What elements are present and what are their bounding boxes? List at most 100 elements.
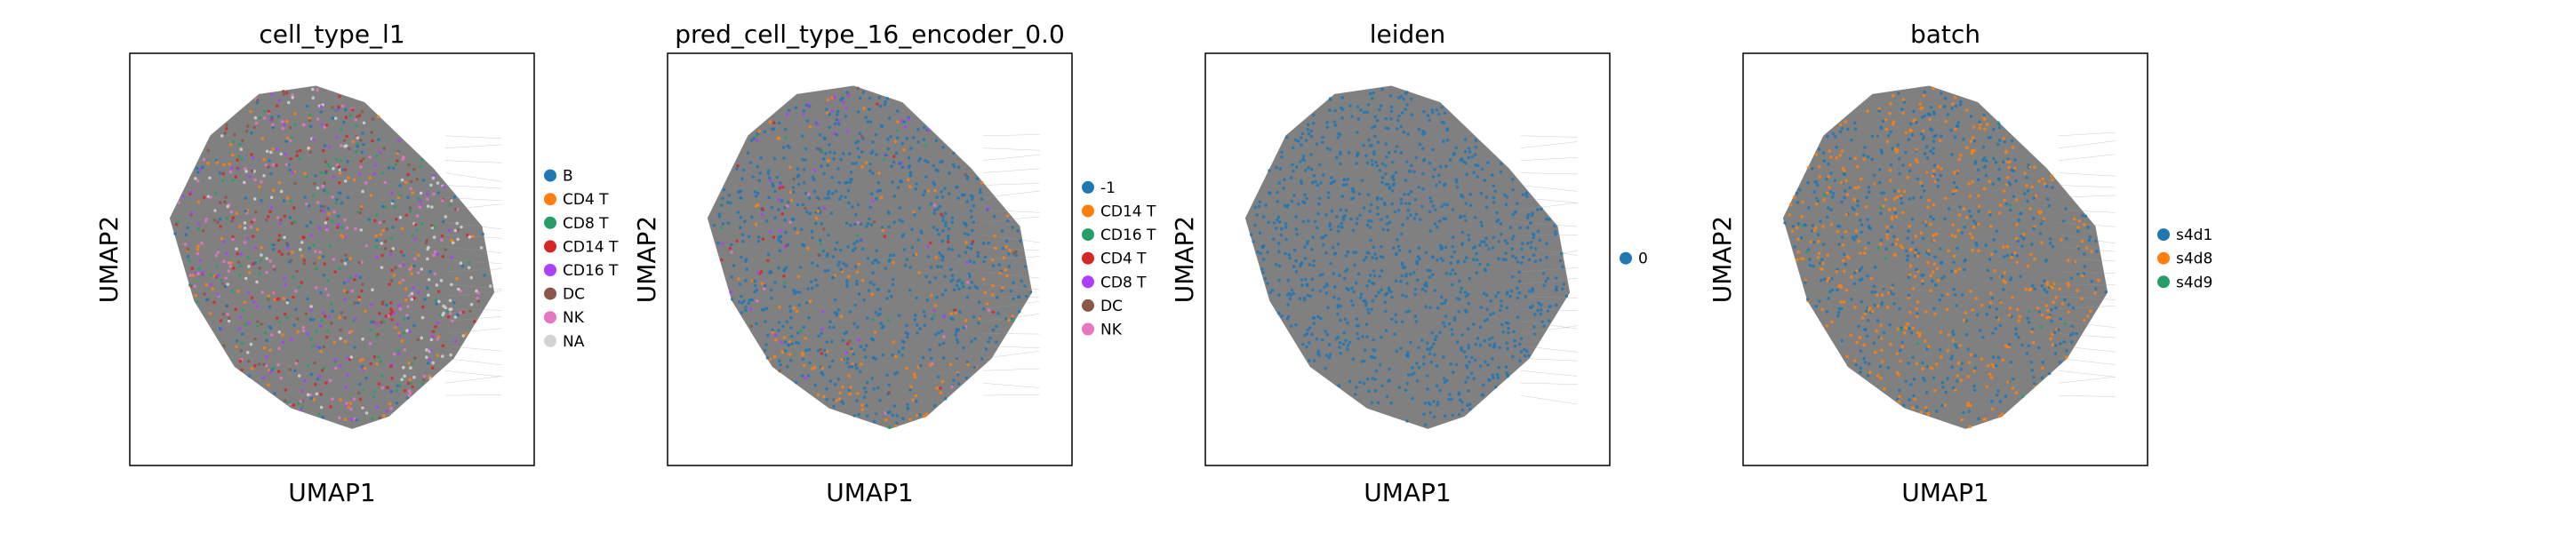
scatter-point (907, 117, 911, 121)
scatter-point (789, 334, 794, 338)
scatter-point (2027, 189, 2030, 193)
scatter-point (1838, 154, 1842, 157)
scatter-point (343, 107, 348, 112)
scatter-point (1491, 173, 1494, 177)
scatter-point (1338, 346, 1341, 349)
scatter-point (1340, 107, 1345, 111)
scatter-point (1001, 286, 1004, 290)
scatter-point (1830, 277, 1834, 281)
scatter-point (1960, 231, 1964, 235)
scatter-point (719, 226, 724, 230)
scatter-point (1407, 309, 1412, 314)
scatter-point (371, 417, 374, 421)
scatter-point (1396, 118, 1400, 123)
scatter-point (1978, 126, 1982, 131)
scatter-point (1809, 240, 1812, 244)
scatter-point (220, 134, 224, 138)
scatter-point (1919, 231, 1924, 235)
scatter-point (864, 161, 868, 164)
scatter-point (1393, 210, 1397, 214)
scatter-point (1306, 123, 1310, 127)
scatter-point (431, 361, 436, 365)
scatter-point (782, 285, 787, 289)
scatter-point (2007, 314, 2012, 317)
scatter-point (891, 353, 894, 357)
scatter-point (1473, 153, 1477, 156)
scatter-point (2020, 394, 2025, 399)
scatter-point (735, 167, 739, 171)
scatter-point (1982, 113, 1986, 117)
scatter-point (241, 308, 245, 313)
scatter-point (1900, 107, 1904, 111)
scatter-point (1305, 196, 1308, 201)
scatter-point (1537, 301, 1540, 306)
scatter-point (1859, 366, 1862, 370)
scatter-point (1311, 288, 1315, 292)
scatter-point (453, 339, 458, 343)
scatter-point (837, 397, 842, 402)
scatter-point (1915, 121, 1918, 124)
scatter-point (239, 264, 243, 268)
scatter-point (230, 289, 235, 293)
scatter-point (1368, 226, 1372, 229)
scatter-point (436, 252, 440, 257)
scatter-point (1875, 329, 1878, 333)
scatter-point (355, 115, 359, 119)
scatter-point (173, 232, 177, 235)
scatter-point (317, 346, 322, 350)
scatter-point (862, 386, 867, 390)
scatter-point (1367, 311, 1371, 315)
scatter-point (340, 168, 344, 171)
scatter-point (1859, 349, 1863, 353)
scatter-point (719, 203, 724, 207)
scatter-point (331, 195, 335, 199)
scatter-point (1923, 152, 1927, 155)
scatter-point (749, 215, 754, 219)
scatter-point (1523, 354, 1527, 358)
scatter-point (811, 261, 814, 265)
scatter-point (1296, 139, 1300, 143)
scatter-point (1448, 393, 1452, 396)
scatter-point (402, 365, 405, 370)
scatter-point (1926, 413, 1931, 417)
scatter-point (1852, 121, 1857, 125)
scatter-point (901, 233, 906, 236)
scatter-point (383, 180, 388, 185)
scatter-point (2044, 304, 2048, 307)
scatter-point (1284, 225, 1288, 229)
scatter-point (2097, 278, 2100, 282)
scatter-point (364, 309, 367, 314)
scatter-point (940, 195, 945, 199)
scatter-point (1374, 369, 1379, 373)
scatter-point (2050, 319, 2053, 323)
scatter-point (890, 164, 893, 168)
scatter-point (1996, 142, 2000, 147)
scatter-point (849, 178, 852, 181)
scatter-point (420, 305, 425, 309)
scatter-point (880, 226, 884, 229)
scatter-point (1508, 226, 1512, 229)
scatter-point (1339, 304, 1343, 308)
scatter-point (1489, 313, 1492, 317)
scatter-point (1977, 249, 1980, 253)
scatter-point (293, 112, 297, 115)
scatter-point (1916, 251, 1921, 256)
scatter-point (1420, 204, 1424, 209)
scatter-point (888, 253, 892, 258)
scatter-point (800, 374, 804, 378)
legend-marker (544, 169, 556, 182)
scatter-point (224, 195, 228, 199)
scatter-point (1953, 388, 1957, 392)
scatter-point (2065, 236, 2068, 241)
scatter-point (371, 288, 374, 292)
scatter-point (258, 272, 261, 275)
scatter-point (1324, 291, 1329, 295)
scatter-point (238, 273, 242, 277)
legend-marker (1082, 180, 1094, 194)
scatter-point (1994, 250, 1998, 254)
scatter-point (816, 393, 820, 397)
scatter-point (1303, 245, 1307, 249)
scatter-point (1389, 109, 1394, 114)
scatter-point (1414, 212, 1419, 216)
